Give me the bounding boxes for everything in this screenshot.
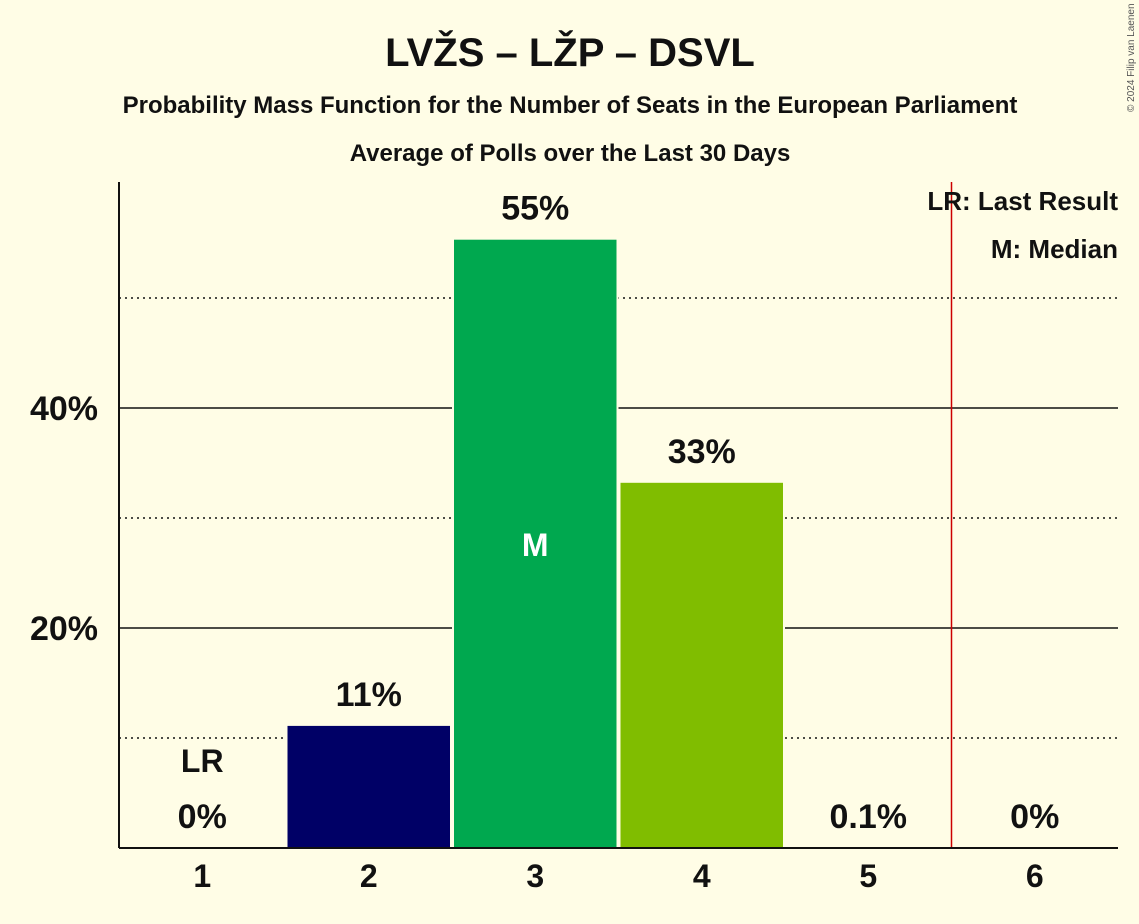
y-tick-label: 20% [30,610,98,648]
bar [620,482,783,848]
bars [285,239,785,848]
x-tick-label: 6 [1026,858,1044,894]
y-tick-label: 40% [30,390,98,428]
legend-median: M: Median [991,234,1118,264]
last-result-marker: LR [181,743,224,779]
data-label: 55% [501,190,569,228]
x-tick-label: 3 [526,858,544,894]
median-marker: M [522,527,549,563]
x-tick-label: 1 [193,858,211,894]
chart-subtitle-2: Average of Polls over the Last 30 Days [350,140,791,167]
legend-last-result: LR: Last Result [927,186,1118,216]
data-label: 0.1% [830,798,908,836]
axis-ticks: 20% 40% 1 2 3 4 5 6 [30,390,1044,894]
data-labels: 0% LR 11% 55% M 33% 0.1% 0% [178,190,1060,836]
data-label: 33% [668,433,736,471]
data-label: 0% [178,798,227,836]
x-tick-label: 4 [693,858,711,894]
data-label: 11% [336,676,402,714]
x-tick-label: 2 [360,858,378,894]
chart-subtitle: Probability Mass Function for the Number… [123,92,1018,119]
bar [454,239,617,848]
chart-title: LVŽS – LŽP – DSVL [385,29,755,75]
bar [287,725,450,848]
x-tick-label: 5 [859,858,877,894]
copyright-notice: © 2024 Filip van Laenen [1126,3,1137,112]
axes [118,182,1118,849]
data-label: 0% [1010,798,1059,836]
